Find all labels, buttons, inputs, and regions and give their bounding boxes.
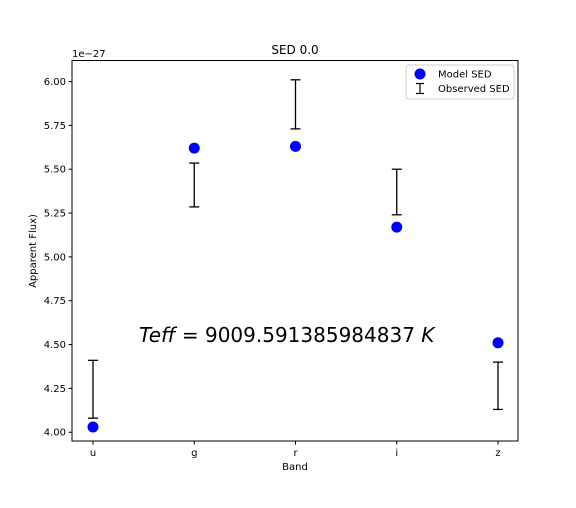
x-axis-label: Band	[282, 462, 308, 473]
y-axis: 4.00 4.25 4.50 4.75 5.00 5.25 5.50 5.75 6.00	[44, 77, 72, 439]
chart-title: SED 0.0	[271, 43, 318, 57]
legend-box	[405, 64, 515, 100]
x-tick-label: u	[90, 448, 96, 459]
model-point	[290, 140, 301, 152]
x-tick-label: g	[191, 448, 197, 459]
teff-equals: =	[175, 323, 204, 347]
model-point	[188, 142, 200, 154]
observed-errorbar	[189, 162, 200, 208]
legend-label-observed: Observed SED	[438, 84, 510, 95]
observed-errorbar	[290, 79, 301, 130]
y-tick-label: 4.75	[44, 296, 66, 307]
observed-errorbar	[391, 168, 402, 216]
legend-marker-model	[414, 68, 426, 80]
y-tick-label: 4.50	[44, 340, 66, 351]
model-points	[87, 140, 504, 433]
y-tick-label: 5.75	[44, 121, 66, 132]
x-tick-label: i	[395, 448, 398, 459]
observed-errorbars	[88, 79, 503, 419]
y-tick-label: 6.00	[44, 77, 66, 88]
y-tick-label: 5.00	[44, 252, 66, 263]
y-tick-label: 4.25	[44, 384, 66, 395]
teff-value: 9009.591385984837	[205, 323, 415, 347]
teff-annotation: Teff = 9009.591385984837 K	[139, 323, 436, 347]
legend-label-model: Model SED	[438, 70, 492, 81]
plot-frame	[71, 60, 519, 442]
legend-marker-observed	[416, 82, 424, 95]
y-axis-label: Apparent Flux)	[28, 214, 39, 288]
y-offset-label: 1e−27	[72, 49, 106, 60]
observed-errorbar	[493, 361, 503, 411]
x-tick-label: z	[495, 448, 500, 459]
observed-errorbar	[88, 359, 98, 419]
legend: Model SED Observed SED	[405, 64, 515, 100]
model-point	[87, 421, 99, 433]
model-point	[391, 221, 403, 233]
y-tick-label: 4.00	[44, 428, 66, 439]
y-tick-label: 5.50	[44, 165, 66, 176]
teff-symbol: Teff	[139, 323, 178, 347]
y-tick-label: 5.25	[44, 209, 66, 220]
teff-unit: K	[421, 323, 436, 347]
x-tick-label: r	[293, 448, 298, 459]
model-point	[492, 337, 504, 349]
